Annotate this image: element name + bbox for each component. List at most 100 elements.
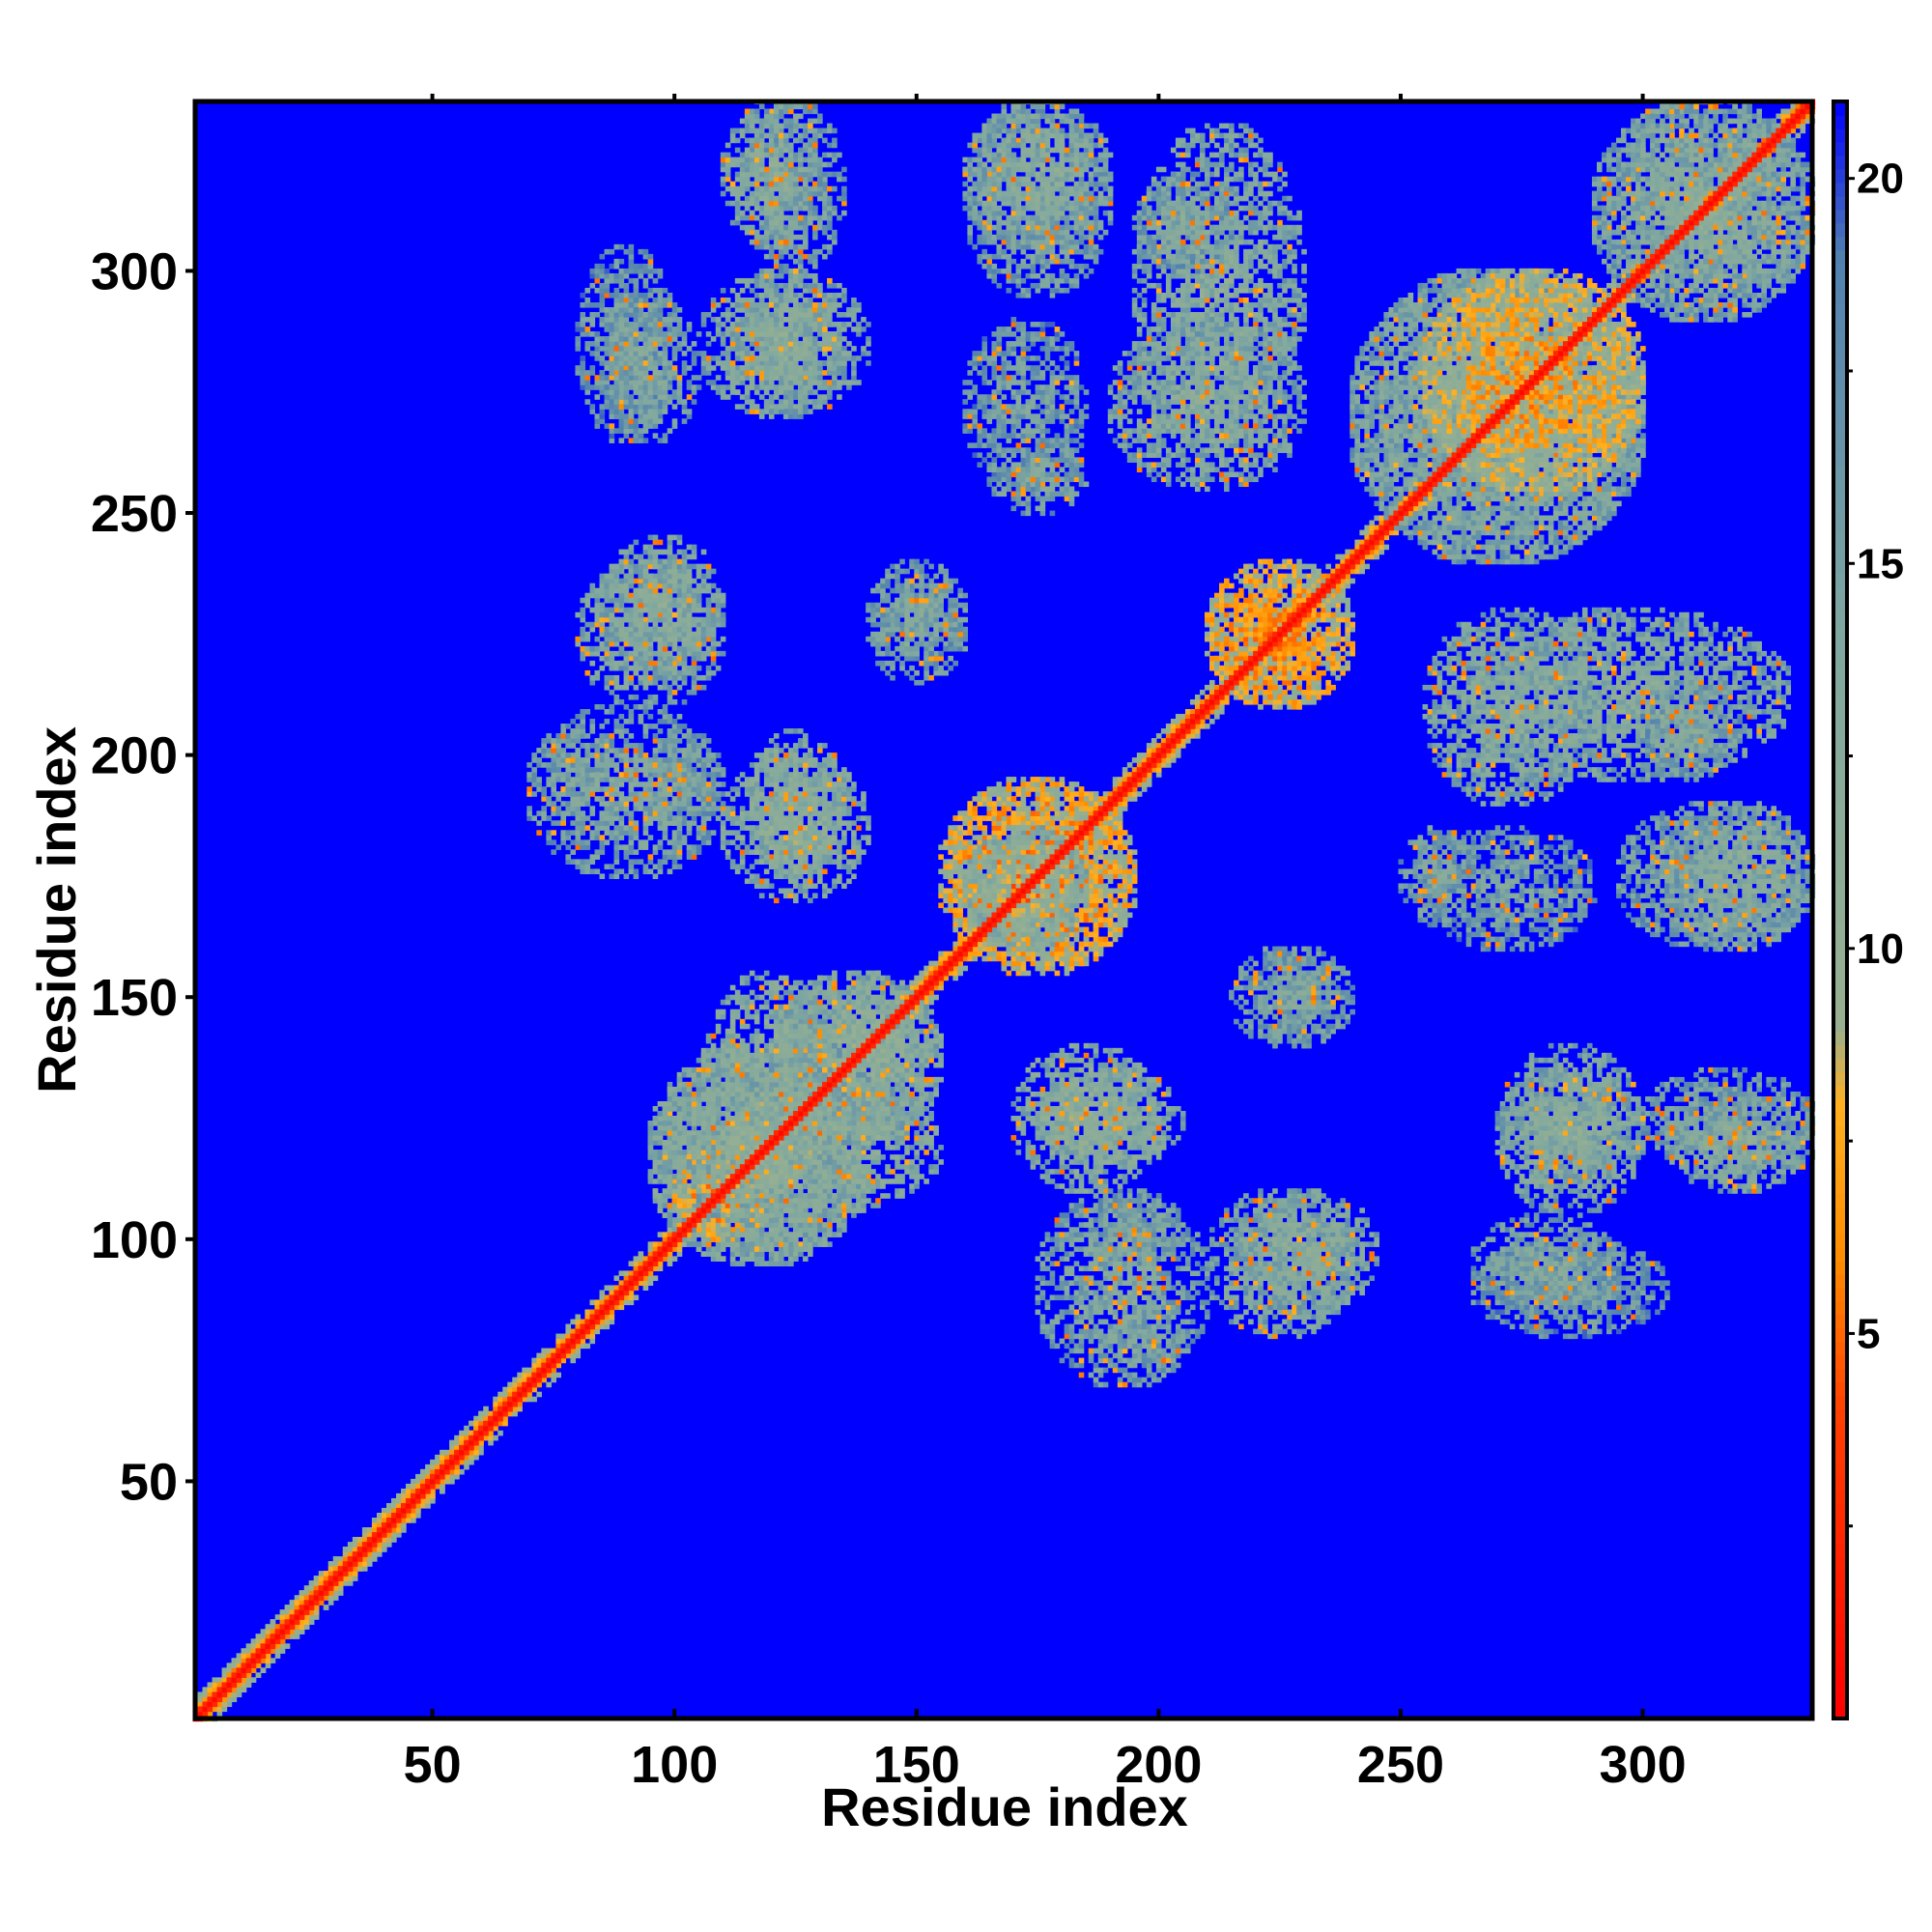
heatmap-cell [327,1561,334,1567]
heatmap-cell [832,1159,838,1165]
heatmap-cell [216,1711,223,1718]
heatmap-cell [216,1701,223,1708]
heatmap-cell [938,955,944,962]
heatmap-cell [1088,810,1094,816]
heatmap-cell [618,1270,625,1276]
heatmap-cell [352,1566,358,1572]
heatmap-cell [1160,757,1167,763]
heatmap-cell [628,1290,635,1296]
heatmap-cell [691,1081,697,1088]
heatmap-cell [440,1454,445,1461]
heatmap-cell [207,1711,213,1718]
heatmap-cell [396,1522,402,1528]
heatmap-cell [657,1159,664,1165]
heatmap-cell [657,1135,664,1141]
heatmap-cell [411,1518,416,1523]
heatmap-cell [1780,113,1787,120]
heatmap-cell [512,1386,518,1393]
heatmap-cell [671,1140,678,1146]
heatmap-cell [546,1352,552,1359]
heatmap-cell [957,941,963,948]
heatmap-cell [1378,539,1385,546]
heatmap-cell [1175,714,1181,720]
heatmap-cell [245,1672,252,1678]
heatmap-cell [667,1150,673,1155]
heatmap-cell [216,1706,223,1713]
heatmap-cell [260,1638,267,1644]
heatmap-cell [337,1580,344,1586]
heatmap-cell [837,1232,842,1237]
heatmap-cell [700,1076,707,1083]
heatmap-cell [827,1241,833,1247]
heatmap-cell [1621,297,1627,303]
heatmap-cell [822,1227,828,1233]
heatmap-cell [753,1261,760,1266]
heatmap-cell [667,1081,673,1088]
heatmap-cell [313,1580,320,1586]
heatmap-cell [1199,698,1206,705]
heatmap-cell [681,1081,688,1088]
heatmap-cell [841,1188,847,1194]
heatmap-cell [647,1275,654,1282]
heatmap-cell [837,1188,842,1194]
heatmap-cell [667,1217,673,1223]
heatmap-cell [584,1333,591,1340]
heatmap-cell [323,1576,329,1581]
heatmap-cell [938,980,944,986]
heatmap-cell [551,1348,556,1354]
heatmap-cell [1117,777,1123,782]
heatmap-cell [1165,762,1172,768]
heatmap-cell [289,1629,296,1634]
heatmap-cell [667,1208,673,1213]
heatmap-cell [483,1415,489,1422]
heatmap-cell [1737,152,1743,158]
heatmap-cell [1165,733,1172,739]
heatmap-cell [459,1435,465,1441]
heatmap-cell [797,1232,804,1237]
heatmap-cell [546,1348,552,1354]
heatmap-cell [696,1246,702,1252]
heatmap-cell [691,1241,697,1247]
heatmap-cell [1301,616,1307,623]
heatmap-cell [1175,748,1181,753]
heatmap-cell [483,1406,489,1412]
heatmap-cell [1747,142,1752,149]
heatmap-cell [381,1542,387,1548]
heatmap-cell [1209,719,1215,724]
heatmap-cell [1136,791,1143,797]
heatmap-cell [808,1241,813,1247]
heatmap-cell [488,1439,494,1446]
heatmap-cell [681,1217,688,1223]
heatmap-cell [1795,103,1802,110]
heatmap-cell [298,1590,305,1596]
heatmap-cell [681,1154,688,1160]
heatmap-cell [758,1222,765,1228]
heatmap-cell [686,1150,693,1155]
heatmap-cell [652,1246,659,1252]
heatmap-cell [327,1590,334,1596]
heatmap-cell [212,1687,218,1693]
heatmap-cell [1170,757,1177,763]
heatmap-cell [411,1507,416,1514]
heatmap-cell [967,955,974,962]
heatmap-cell [260,1667,267,1673]
heatmap-cell [1383,544,1390,551]
heatmap-cell [430,1459,436,1465]
heatmap-cell [647,1169,654,1175]
heatmap-cell [401,1518,407,1523]
heatmap-cell [1122,777,1128,782]
heatmap-cell [473,1415,479,1422]
heatmap-cell [221,1706,228,1713]
heatmap-cell [255,1634,262,1639]
heatmap-cell [753,1241,760,1247]
heatmap-cell [1219,703,1225,710]
heatmap-cell [933,984,939,991]
heatmap-cell [899,989,905,996]
heatmap-cell [1407,486,1414,493]
heatmap-cell [1219,669,1225,676]
heatmap-cell [1088,806,1094,811]
heatmap-cell [522,1367,527,1374]
heatmap-cell [808,1232,813,1237]
heatmap-cell [1112,806,1119,811]
heatmap-cell [440,1459,445,1465]
